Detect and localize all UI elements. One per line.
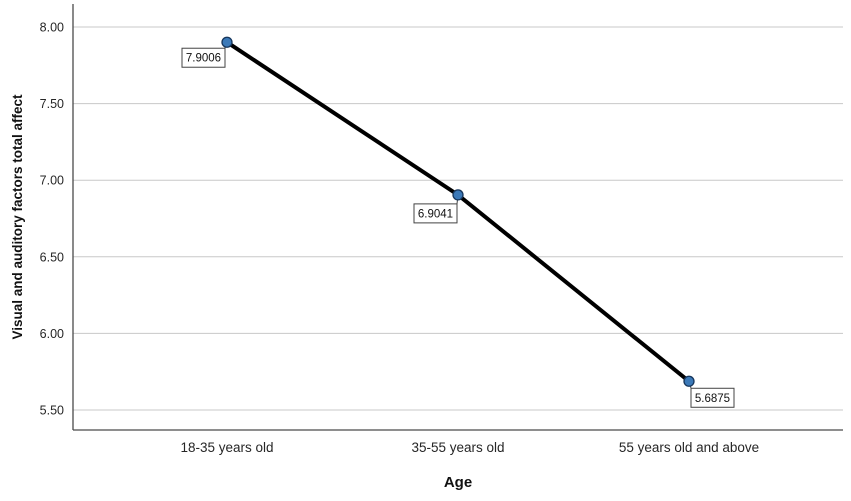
y-tick-label: 5.50 — [40, 404, 64, 418]
x-tick-label: 18-35 years old — [180, 440, 273, 455]
y-tick-label: 7.00 — [40, 174, 64, 188]
data-label-box — [413, 203, 458, 224]
y-tick-label: 8.00 — [40, 21, 64, 35]
data-series-layer: 7.9006 6.9041 5.6875 — [181, 36, 735, 408]
data-point-marker — [221, 36, 233, 48]
data-point-marker — [452, 189, 464, 201]
data-label-value: 7.9006 — [186, 53, 221, 65]
tick-labels-layer: 8.00 7.50 7.00 6.50 6.00 5.50 18-35 years old 3… — [40, 21, 760, 456]
axes-layer — [72, 4, 843, 431]
data-label-value: 6.9041 — [418, 208, 453, 220]
y-tick-label: 6.00 — [40, 327, 64, 341]
data-point-marker — [683, 375, 695, 387]
y-axis-title: Visual and auditory factors total affect — [10, 94, 25, 340]
x-tick-label: 35-55 years old — [411, 440, 504, 455]
gridlines-layer — [73, 26, 843, 411]
data-label-box — [690, 387, 735, 408]
data-label-box — [181, 47, 226, 68]
x-tick-label: 55 years old and above — [619, 440, 759, 455]
y-tick-label: 7.50 — [40, 97, 64, 111]
data-label-value: 5.6875 — [695, 393, 730, 405]
x-axis-title: Age — [444, 474, 472, 491]
data-line — [225, 40, 691, 383]
y-tick-label: 6.50 — [40, 250, 64, 264]
